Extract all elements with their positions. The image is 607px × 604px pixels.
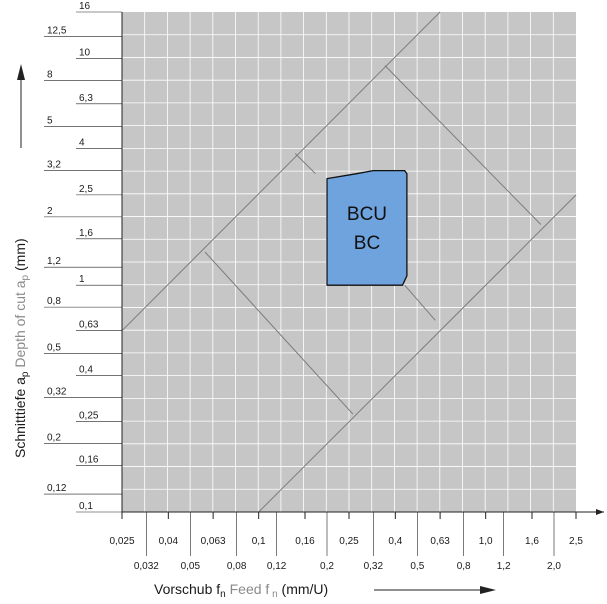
- boundary-line: [121, 11, 441, 332]
- y-tick-label: 0,25: [79, 411, 99, 422]
- region-shape: [326, 169, 408, 286]
- y-tick-label: 5: [47, 116, 53, 127]
- y-axis-label: Schnitttiefe ap Depth of cut ap (mm): [12, 238, 31, 458]
- x-axis-arrowhead: [480, 586, 496, 594]
- y-tick-label: 0,63: [79, 320, 99, 331]
- y-tick-label: 10: [79, 47, 91, 58]
- y-tick-label: 0,2: [47, 433, 61, 444]
- x-tick-label: 1,2: [497, 561, 511, 572]
- x-tick-label: 0,05: [181, 561, 201, 572]
- y-tick-label: 6,3: [79, 93, 93, 104]
- x-tick-label: 0,32: [364, 561, 384, 572]
- x-tick-label: 2,5: [569, 536, 583, 547]
- y-tick-label: 1,2: [47, 256, 61, 267]
- x-tick-label: 0,63: [430, 536, 450, 547]
- x-tick-label: 0,5: [410, 561, 424, 572]
- x-tick-label: 2,0: [547, 561, 561, 572]
- x-tick-label: 0,08: [227, 561, 247, 572]
- y-tick-label: 0,1: [79, 501, 93, 512]
- y-tick-label: 0,8: [47, 296, 61, 307]
- y-tick-label: 1,6: [79, 228, 93, 239]
- y-tick-label: 1: [79, 274, 85, 285]
- y-axis-arrowhead: [17, 64, 25, 80]
- y-tick-label: 8: [47, 69, 53, 80]
- boundary-line: [384, 65, 542, 225]
- boundary-line: [294, 153, 316, 175]
- x-tick-label: 0,8: [457, 561, 471, 572]
- region-label: BCU: [347, 204, 387, 225]
- y-axis: 16 10 6,3 4 2,5 1,6 1 0,63 0,4 0,25 0,16 0,1 12,5 8 5 3…: [44, 1, 123, 513]
- x-axis-label: Vorschub fn Feed f n (mm/U): [154, 581, 328, 600]
- x-tick-label: 1,6: [525, 536, 539, 547]
- y-tick-label: 0,16: [79, 455, 99, 466]
- x-tick-label: 0,1: [252, 536, 266, 547]
- x-tick-label: 1,0: [479, 536, 493, 547]
- y-tick-label: 16: [79, 1, 91, 12]
- boundary-line: [204, 251, 354, 415]
- x-axis-arrow: [596, 509, 604, 515]
- y-tick-label: 0,4: [79, 364, 93, 375]
- region-label: BC: [354, 233, 380, 254]
- x-axis: 0,025 0,04 0,063 0,1 0,16 0,25 0,4 0,63 1,0 1,6 2,…: [109, 509, 604, 572]
- y-tick-label: 0,12: [47, 483, 67, 494]
- x-tick-label: 0,032: [134, 561, 159, 572]
- x-tick-label: 0,16: [295, 536, 315, 547]
- y-tick-label: 2,5: [79, 184, 93, 195]
- y-tick-label: 12,5: [47, 25, 67, 36]
- application-region: BCU BC: [326, 169, 408, 286]
- y-tick-label: 0,5: [47, 342, 61, 353]
- y-tick-label: 3,2: [47, 160, 61, 171]
- y-tick-label: 0,32: [47, 386, 67, 397]
- x-tick-label: 0,4: [388, 536, 402, 547]
- y-tick-label: 2: [47, 206, 53, 217]
- x-tick-label: 0,12: [267, 561, 287, 572]
- x-tick-label: 0,025: [109, 536, 134, 547]
- x-tick-label: 0,063: [201, 536, 226, 547]
- x-tick-label: 0,04: [159, 536, 179, 547]
- boundary-lines: [121, 11, 577, 513]
- boundary-line: [404, 284, 436, 321]
- x-tick-label: 0,25: [339, 536, 359, 547]
- x-tick-label: 0,2: [320, 561, 334, 572]
- boundary-line: [258, 194, 577, 513]
- y-tick-label: 4: [79, 138, 85, 149]
